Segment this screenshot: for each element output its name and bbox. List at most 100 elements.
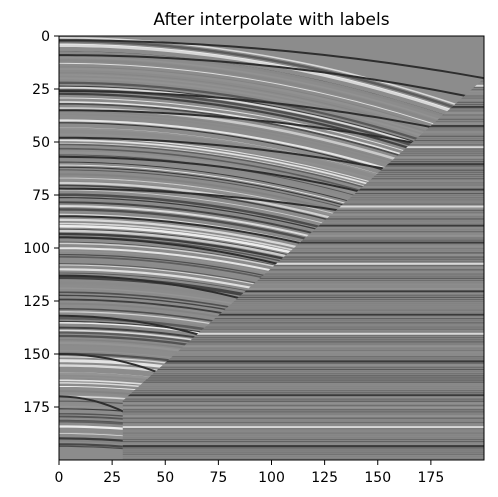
texture-line: [59, 415, 484, 417]
texture-line: [59, 345, 484, 347]
y-tick-label: 100: [23, 241, 50, 257]
texture-line: [59, 457, 484, 460]
texture-line: [59, 271, 484, 273]
texture-line: [59, 298, 484, 301]
flat-reflector: [59, 360, 484, 363]
texture-line: [59, 390, 484, 392]
texture-line: [59, 296, 484, 299]
texture-line: [59, 356, 484, 358]
texture-line: [59, 409, 484, 411]
texture-line: [59, 349, 484, 352]
texture-line: [59, 419, 484, 421]
curved-event: [59, 54, 484, 101]
texture-line: [59, 292, 484, 294]
texture-line: [59, 334, 484, 337]
texture-line: [59, 328, 484, 330]
x-tick-label: 125: [311, 470, 338, 486]
y-axis: 0 25 50 75 100 125 150 175: [23, 29, 59, 416]
texture-line: [59, 379, 484, 381]
texture-line: [59, 288, 484, 290]
texture-line: [59, 428, 484, 430]
texture-line: [59, 385, 484, 388]
flat-reflector: [59, 394, 484, 397]
texture-line: [59, 370, 484, 373]
texture-line: [59, 362, 484, 364]
y-tick-label: 125: [23, 294, 50, 310]
texture-line: [59, 396, 484, 398]
texture-line: [59, 438, 484, 441]
texture-line: [59, 317, 484, 320]
texture-line: [59, 320, 484, 322]
texture-line: [59, 339, 484, 341]
x-tick-label: 100: [258, 470, 285, 486]
y-tick-label: 50: [32, 135, 50, 151]
texture-line: [59, 364, 484, 366]
texture-line: [59, 286, 484, 288]
x-tick-label: 175: [418, 470, 445, 486]
x-tick-label: 0: [55, 470, 64, 486]
texture-line: [59, 284, 484, 286]
texture-line: [59, 315, 484, 318]
texture-line: [59, 402, 484, 405]
texture-line: [59, 430, 484, 432]
curved-event: [59, 56, 484, 136]
curved-event: [59, 59, 484, 140]
y-tick-label: 150: [23, 347, 50, 363]
texture-line: [59, 343, 484, 345]
x-tick-label: 50: [156, 470, 174, 486]
flat-reflector: [59, 290, 484, 293]
texture-line: [59, 354, 484, 356]
texture-line: [59, 436, 484, 438]
y-tick-label: 0: [41, 29, 50, 45]
texture-line: [59, 377, 484, 379]
texture-line: [59, 269, 484, 271]
x-tick-label: 75: [209, 470, 227, 486]
texture-line: [59, 423, 484, 426]
texture-line: [59, 347, 484, 349]
texture-line: [59, 404, 484, 407]
texture-line: [59, 301, 484, 303]
texture-line: [59, 421, 484, 424]
texture-line: [59, 375, 484, 377]
texture-line: [59, 337, 484, 339]
texture-line: [59, 392, 484, 394]
texture-line: [59, 398, 484, 400]
texture-line: [59, 381, 484, 383]
texture-line: [59, 311, 484, 313]
texture-line: [59, 417, 484, 419]
texture-line: [59, 387, 484, 390]
texture-line: [59, 305, 484, 307]
chart-title: After interpolate with labels: [153, 10, 389, 30]
curved-event: [59, 85, 484, 166]
x-tick-label: 150: [364, 470, 391, 486]
y-tick-label: 25: [32, 82, 50, 98]
curved-event: [59, 43, 484, 122]
y-tick-label: 175: [23, 400, 50, 416]
curved-event: [59, 90, 484, 140]
texture-line: [59, 273, 484, 275]
texture-line: [59, 309, 484, 311]
seismic-image: [59, 36, 484, 460]
curved-event: [59, 77, 484, 159]
texture-line: [59, 434, 484, 436]
texture-line: [59, 407, 484, 409]
texture-line: [59, 279, 484, 282]
texture-line: [59, 455, 484, 458]
texture-line: [59, 324, 484, 326]
curved-event: [59, 37, 484, 116]
curved-event: [59, 39, 484, 119]
flat-reflector: [59, 332, 484, 335]
texture-line: [59, 366, 484, 368]
y-tick-label: 75: [32, 188, 50, 204]
curved-event: [59, 44, 484, 124]
texture-line: [59, 275, 484, 277]
curved-event: [59, 72, 484, 152]
texture-line: [59, 326, 484, 328]
texture-line: [59, 432, 484, 434]
texture-line: [59, 358, 484, 360]
texture-line: [59, 341, 484, 343]
texture-line: [59, 307, 484, 309]
flat-reflector: [59, 445, 484, 448]
curved-event: [59, 62, 484, 142]
